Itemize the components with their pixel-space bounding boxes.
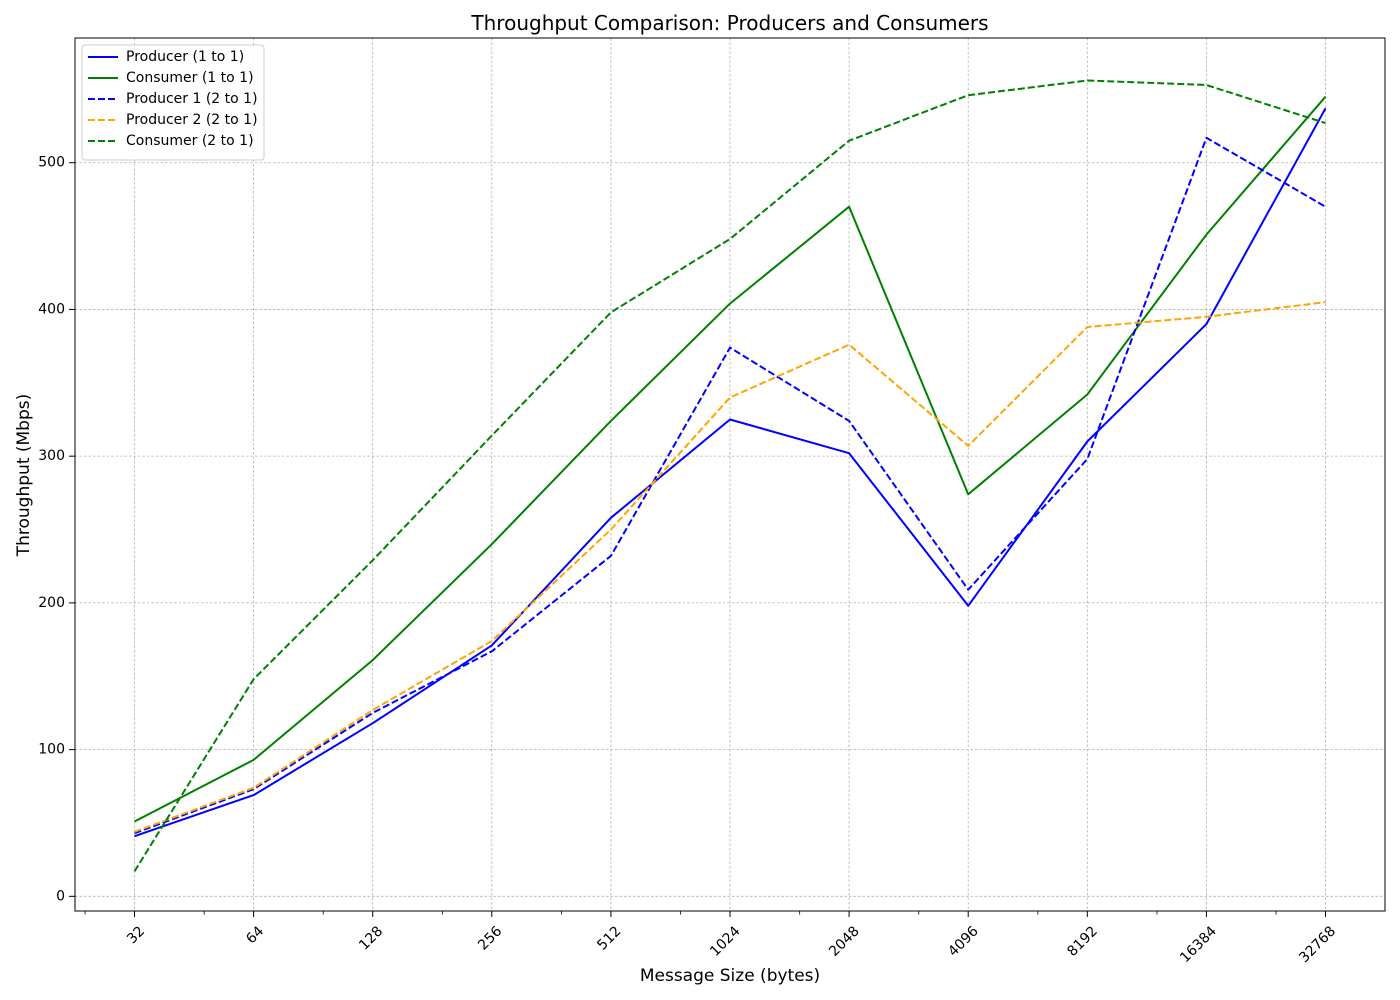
x-tick-label: 128 xyxy=(356,923,386,953)
legend: Producer (1 to 1) Consumer (1 to 1) Produc… xyxy=(81,44,265,161)
y-tick-label: 0 xyxy=(56,888,65,904)
x-tick-label: 256 xyxy=(475,923,505,953)
legend-label: Producer (1 to 1) xyxy=(126,49,244,65)
series-line-1 xyxy=(134,107,1327,838)
legend-label: Consumer (1 to 1) xyxy=(126,70,254,86)
x-tick-label: 32768 xyxy=(1296,923,1339,966)
x-axis-title: Message Size (bytes) xyxy=(640,966,820,986)
axis-ticks: 32 64 128 256 512 1024 2048 4096 8192 16384 32768 0… xyxy=(38,155,1339,966)
legend-label: Consumer (2 to 1) xyxy=(126,133,254,149)
x-tick-label: 8192 xyxy=(1064,923,1101,960)
x-tick-label: 4096 xyxy=(945,923,982,960)
chart-title: Throughput Comparison: Producers and Con… xyxy=(470,11,988,35)
grid xyxy=(75,38,1385,911)
legend-label: Producer 2 (2 to 1) xyxy=(126,112,258,128)
y-tick-label: 400 xyxy=(38,301,65,317)
y-tick-label: 300 xyxy=(38,448,65,464)
y-tick-label: 100 xyxy=(38,742,65,758)
x-tick-label: 32 xyxy=(124,923,148,947)
x-tick-label: 2048 xyxy=(826,923,863,960)
x-tick-label: 16384 xyxy=(1177,923,1220,966)
legend-box xyxy=(81,44,265,161)
series-line-3 xyxy=(134,136,1327,835)
y-tick-label: 500 xyxy=(38,155,65,171)
series-line-4 xyxy=(134,301,1326,833)
x-tick-label: 512 xyxy=(594,923,624,953)
legend-label: Producer 1 (2 to 1) xyxy=(126,91,258,107)
y-axis-title: Throughput (Mbps) xyxy=(14,394,34,558)
series-lines xyxy=(133,79,1327,872)
x-tick-label: 64 xyxy=(243,923,267,947)
y-tick-label: 200 xyxy=(38,595,65,611)
series-line-2 xyxy=(134,96,1327,823)
x-tick-label: 1024 xyxy=(707,923,744,960)
